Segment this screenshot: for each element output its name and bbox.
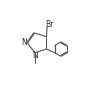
Text: N: N [32, 51, 38, 60]
Text: N: N [21, 38, 27, 47]
Text: Br: Br [46, 20, 54, 29]
